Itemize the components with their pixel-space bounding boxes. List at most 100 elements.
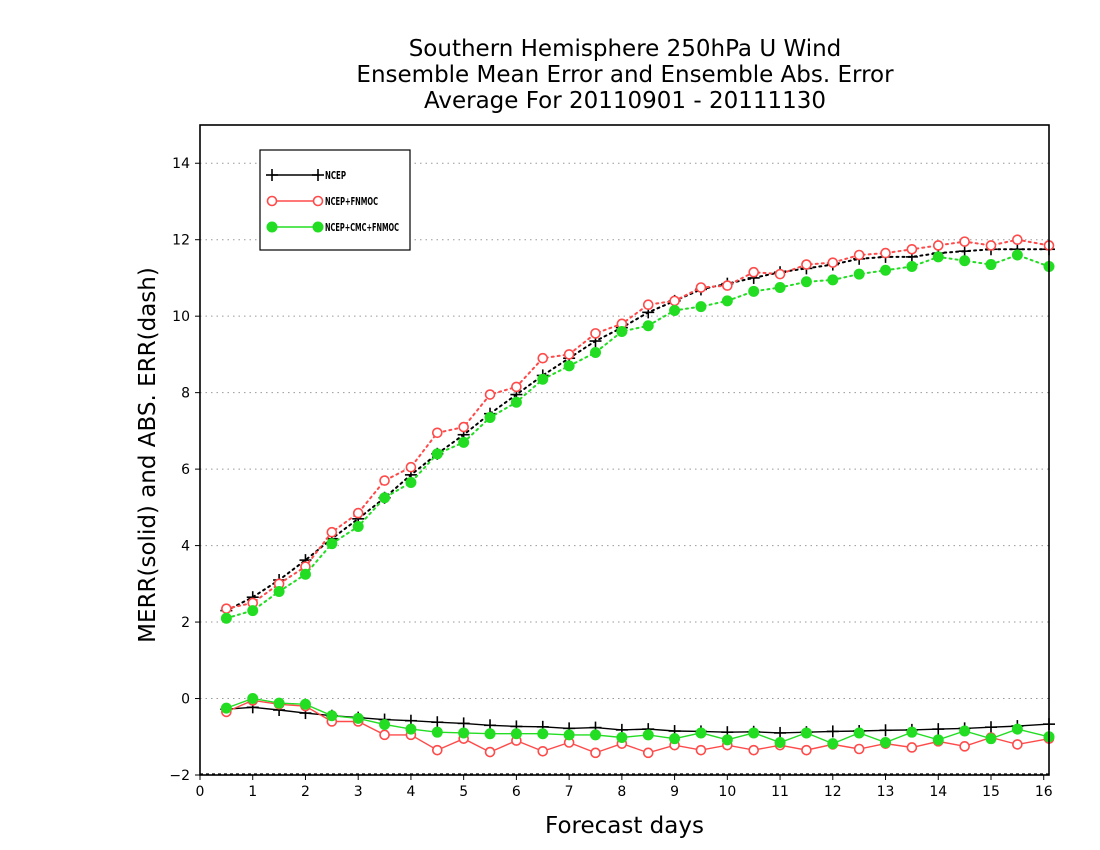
- ncep-fnmoc-abs-err-open-circle-marker: [695, 282, 707, 293]
- ncep-cmc-fnmoc-abs-err-filled-circle-marker: [563, 360, 575, 372]
- legend-ncep-cmc-fnmoc-end-filled-circle-marker: [312, 221, 324, 233]
- ncep-cmc-fnmoc-abs-err-filled-circle-marker: [1011, 249, 1023, 261]
- ncep-cmc-fnmoc-abs-err-filled-circle-marker: [985, 259, 997, 271]
- series-ncep-cmc-fnmoc: [220, 249, 1055, 750]
- ncep-fnmoc-abs-err-open-circle-marker: [906, 243, 918, 255]
- ncep-fnmoc-merr-open-circle-marker: [748, 744, 759, 756]
- ncep-fnmoc-abs-err-open-circle-marker: [484, 389, 496, 400]
- legend-ncep-fnmoc-start-open-circle-marker: [266, 195, 278, 207]
- x-tick-label: 12: [824, 784, 842, 800]
- chart-title-line-1: Southern Hemisphere 250hPa U Wind: [408, 36, 842, 62]
- x-tick-label: 14: [929, 784, 947, 800]
- ncep-cmc-fnmoc-merr-filled-circle-marker: [616, 732, 628, 744]
- ncep-cmc-fnmoc-merr-filled-circle-marker: [669, 733, 681, 745]
- ncep-fnmoc-merr-open-circle-marker: [431, 744, 443, 756]
- legend-label: NCEP: [325, 169, 346, 182]
- y-tick-label: −2: [169, 768, 190, 784]
- ncep-merr-plus-marker: [431, 716, 444, 729]
- ncep-cmc-fnmoc-abs-err-filled-circle-marker: [642, 320, 654, 332]
- ncep-cmc-fnmoc-merr-filled-circle-marker: [247, 693, 259, 705]
- ncep-cmc-fnmoc-merr-filled-circle-marker: [589, 729, 601, 741]
- ncep-cmc-fnmoc-merr-filled-circle-marker: [827, 738, 839, 750]
- legend-ncep-end-plus-marker: [312, 169, 324, 181]
- ncep-fnmoc-abs-err-open-circle-marker: [405, 461, 417, 473]
- legend-entry-ncep-cmc-fnmoc: NCEP+CMC+FNMOC: [266, 221, 399, 234]
- ncep-fnmoc-abs-err-line: [225, 238, 1050, 610]
- ncep-cmc-fnmoc-merr-filled-circle-marker: [431, 726, 443, 738]
- ncep-cmc-fnmoc-merr-filled-circle-marker: [800, 727, 812, 739]
- legend: NCEP NCEP+FNMOC NCEP+CMC+FNMOC: [259, 149, 411, 251]
- ncep-cmc-fnmoc-abs-err-filled-circle-marker: [326, 538, 338, 550]
- ncep-fnmoc-abs-err-open-circle-marker: [221, 603, 232, 614]
- x-tick-label: 15: [982, 784, 1000, 800]
- ncep-fnmoc-abs-err-open-circle-marker: [1012, 234, 1023, 246]
- ncep-merr-plus-marker: [984, 721, 997, 734]
- ncep-fnmoc-abs-err-open-circle-marker: [880, 247, 891, 259]
- ncep-fnmoc-merr-open-circle-marker: [801, 744, 812, 756]
- ncep-cmc-fnmoc-abs-err-filled-circle-marker: [431, 448, 443, 460]
- ncep-fnmoc-merr-line: [226, 699, 1050, 754]
- ncep-cmc-fnmoc-abs-err-filled-circle-marker: [774, 282, 786, 293]
- ncep-fnmoc-abs-err-open-circle-marker: [642, 299, 654, 311]
- ncep-cmc-fnmoc-abs-err-filled-circle-marker: [800, 276, 812, 288]
- ncep-cmc-fnmoc-abs-err-filled-circle-marker: [405, 477, 417, 488]
- chart-title-line-3: Average For 20110901 - 20111130: [423, 88, 827, 114]
- ncep-cmc-fnmoc-abs-err-filled-circle-marker: [880, 264, 892, 276]
- ncep-cmc-fnmoc-abs-err-filled-circle-marker: [906, 260, 918, 272]
- ncep-fnmoc-merr-open-circle-marker: [537, 745, 549, 757]
- ncep-cmc-fnmoc-merr-filled-circle-marker: [985, 733, 997, 745]
- x-tick-label: 13: [877, 784, 895, 800]
- ncep-fnmoc-abs-err-open-circle-marker: [774, 268, 786, 280]
- x-tick-label: 11: [771, 784, 789, 800]
- ncep-cmc-fnmoc-abs-err-filled-circle-marker: [695, 301, 707, 313]
- ncep-fnmoc-abs-err-open-circle-marker: [853, 249, 865, 261]
- ncep-cmc-fnmoc-abs-err-line: [225, 253, 1050, 620]
- ncep-cmc-fnmoc-merr-filled-circle-marker: [326, 710, 338, 722]
- ncep-abs-err-plus-marker: [958, 245, 971, 258]
- ncep-fnmoc-merr-open-circle-marker: [642, 747, 654, 759]
- ncep-fnmoc-abs-err-open-circle-marker: [511, 381, 522, 393]
- legend-ncep-cmc-fnmoc-start-filled-circle-marker: [266, 221, 278, 233]
- y-tick-label: 14: [172, 156, 190, 172]
- ncep-fnmoc-abs-err-open-circle-marker: [748, 266, 759, 278]
- x-tick-label: 3: [354, 784, 363, 800]
- ncep-cmc-fnmoc-abs-err-filled-circle-marker: [484, 412, 496, 423]
- ncep-cmc-fnmoc-abs-err-filled-circle-marker: [458, 436, 470, 448]
- ncep-cmc-fnmoc-abs-err-filled-circle-marker: [220, 612, 232, 624]
- ncep-merr-plus-marker: [932, 723, 945, 736]
- ncep-fnmoc-merr-open-circle-marker: [853, 743, 865, 755]
- ncep-cmc-fnmoc-abs-err-filled-circle-marker: [853, 268, 865, 280]
- ncep-cmc-fnmoc-merr-filled-circle-marker: [563, 729, 575, 741]
- legend-label: NCEP+CMC+FNMOC: [325, 221, 399, 234]
- ncep-fnmoc-merr-open-circle-marker: [379, 729, 390, 741]
- ncep-cmc-fnmoc-merr-filled-circle-marker: [853, 727, 865, 739]
- series-ncep: [220, 243, 1055, 739]
- ncep-cmc-fnmoc-merr-filled-circle-marker: [932, 734, 944, 746]
- ncep-fnmoc-abs-err-open-circle-marker: [563, 349, 575, 360]
- ncep-cmc-fnmoc-merr-filled-circle-marker: [880, 737, 892, 748]
- ncep-fnmoc-abs-err-open-circle-marker: [985, 240, 997, 251]
- x-tick-label: 2: [301, 784, 310, 800]
- ncep-cmc-fnmoc-merr-filled-circle-marker: [906, 726, 918, 738]
- ncep-merr-plus-marker: [774, 726, 787, 739]
- ncep-cmc-fnmoc-abs-err-filled-circle-marker: [959, 255, 971, 267]
- x-tick-label: 16: [1035, 784, 1053, 800]
- ncep-cmc-fnmoc-merr-filled-circle-marker: [273, 697, 285, 709]
- ncep-cmc-fnmoc-merr-filled-circle-marker: [379, 719, 391, 731]
- ncep-cmc-fnmoc-abs-err-filled-circle-marker: [352, 520, 364, 532]
- y-tick-label: 4: [181, 539, 190, 555]
- ncep-cmc-fnmoc-merr-filled-circle-marker: [484, 728, 496, 740]
- ncep-fnmoc-abs-err-open-circle-marker: [722, 280, 733, 291]
- ncep-fnmoc-merr-open-circle-marker: [959, 741, 970, 752]
- ncep-cmc-fnmoc-abs-err-filled-circle-marker: [379, 492, 391, 504]
- x-tick-label: 9: [670, 784, 679, 800]
- x-tick-label: 6: [512, 784, 521, 800]
- series-layer: [220, 234, 1055, 759]
- ncep-cmc-fnmoc-abs-err-filled-circle-marker: [616, 325, 628, 337]
- ncep-fnmoc-abs-err-open-circle-marker: [959, 236, 970, 247]
- legend-ncep-start-plus-marker: [266, 169, 278, 181]
- grid-lines: [200, 162, 1049, 775]
- ncep-cmc-fnmoc-abs-err-filled-circle-marker: [748, 285, 760, 297]
- ncep-fnmoc-abs-err-open-circle-marker: [458, 421, 469, 433]
- ncep-fnmoc-abs-err-open-circle-marker: [326, 526, 338, 538]
